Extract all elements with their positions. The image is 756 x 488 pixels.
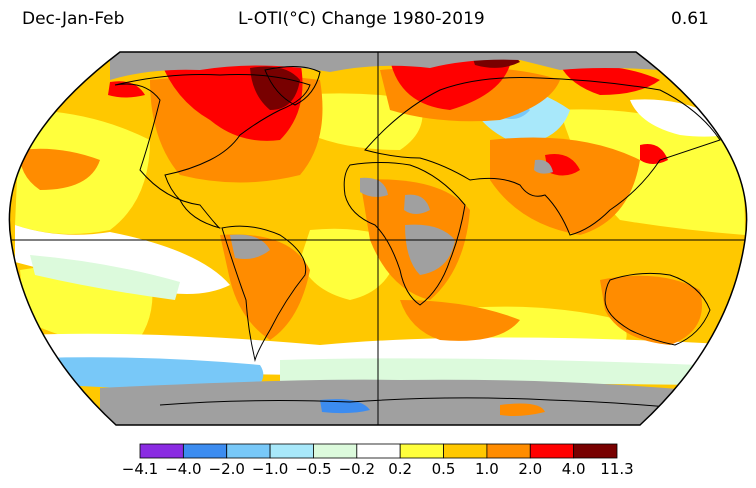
africa-outline [343, 162, 466, 306]
southern-ocean-green-band [280, 358, 700, 385]
antarctic-blue-patch [320, 399, 370, 414]
season-label: Dec-Jan-Feb [22, 9, 125, 29]
colorbar-tick-label: −2.0 [208, 460, 245, 478]
map-border [8, 51, 748, 426]
south-indian-orange-patch [400, 300, 520, 341]
colorbar-segment [269, 443, 314, 459]
colorbar-segment [399, 443, 444, 459]
north-pacific-orange-patch [19, 148, 101, 190]
colorbar-segment [486, 443, 531, 459]
central-asia-red-spot [545, 154, 580, 176]
sahel-missing-data [404, 194, 430, 214]
antarctic-missing-data [100, 379, 690, 425]
tropical-pacific-white-band [15, 225, 230, 294]
scandinavia-red-region [390, 58, 510, 110]
colorbar-tick-label: 2.0 [518, 460, 543, 478]
tropical-pacific-green-band [30, 255, 180, 300]
colorbar-tick-label: −0.2 [338, 460, 376, 478]
colorbar-tick-label: −1.0 [251, 460, 289, 478]
colorbar-tick-label: 4.0 [561, 460, 586, 478]
world-temperature-map [8, 51, 748, 426]
antarctic-orange-patch [500, 403, 545, 416]
eurasia-outline [364, 77, 721, 236]
china-red-spot [640, 144, 668, 164]
south-america-orange-region [220, 234, 310, 340]
amazon-missing-data [230, 234, 270, 259]
arctic-missing-data [110, 52, 660, 80]
australia-outline [604, 272, 711, 346]
global-mean-value: 0.61 [671, 9, 709, 29]
asia-missing-data [534, 159, 553, 174]
alaska-red-region [108, 81, 145, 98]
greenland-outline [264, 66, 321, 106]
colorbar-segment [443, 443, 488, 459]
colorbar-tick-label: −4.0 [165, 460, 202, 478]
colorbar-segment [313, 443, 358, 459]
colorbar-tick-label: −4.1 [121, 460, 159, 478]
central-africa-missing-data [405, 224, 455, 275]
colorbar-segment [226, 443, 271, 459]
colorbar-tick-label: 11.3 [600, 460, 634, 478]
south-america-outline [221, 225, 307, 362]
antarctica-outline [159, 397, 701, 411]
colorbar-segment [356, 443, 401, 459]
sahara-missing-data [360, 177, 388, 197]
colorbar-tick-label: −0.5 [295, 460, 332, 478]
colorbar-segment [529, 443, 575, 459]
colorbar-tick-label: 0.2 [388, 460, 413, 478]
colorbar-segment [573, 443, 618, 459]
east-siberia-red-region [560, 64, 660, 95]
colorbar-segment [182, 443, 228, 459]
colorbar-segment [139, 443, 184, 459]
north-america-outline [114, 73, 311, 229]
colorbar-tick-label: 0.5 [431, 460, 456, 478]
asia-orange-region [490, 137, 640, 235]
map-title: L-OTI(°C) Change 1980-2019 [238, 9, 485, 29]
colorbar-tick-label: 1.0 [474, 460, 499, 478]
